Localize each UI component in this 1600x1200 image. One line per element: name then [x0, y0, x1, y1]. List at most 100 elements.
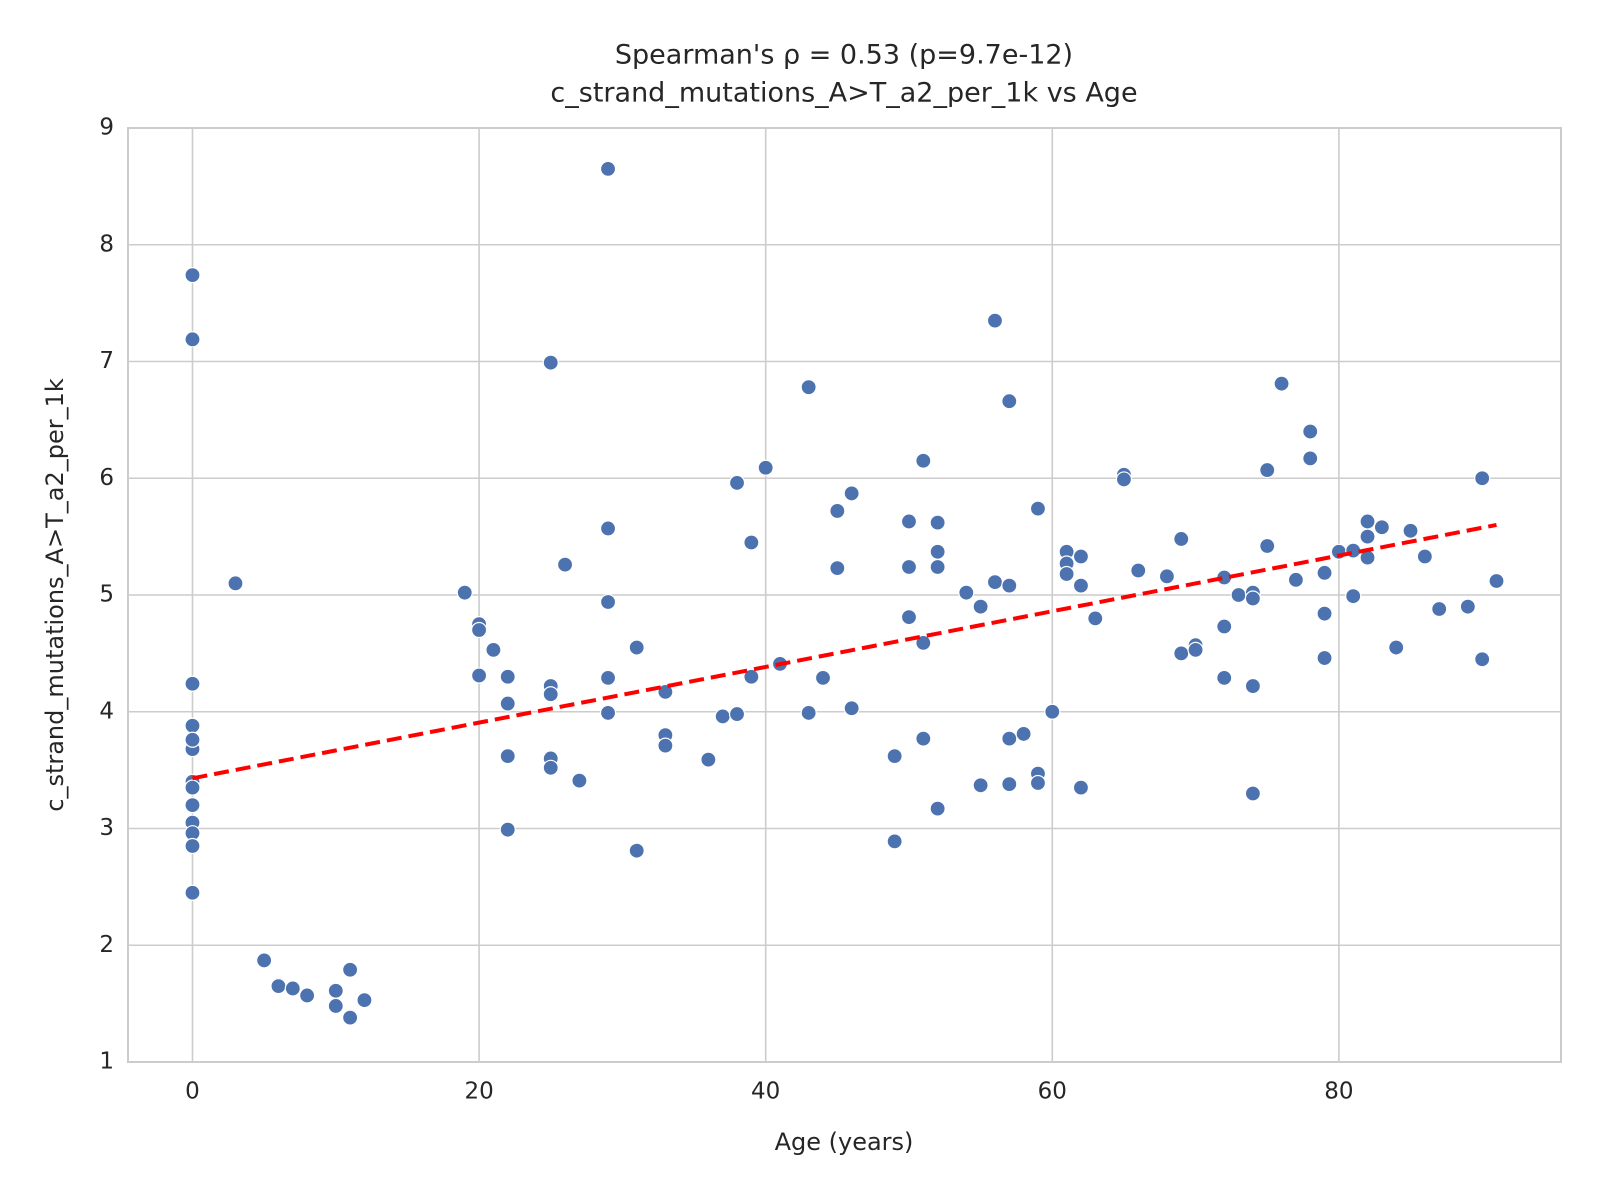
point — [1416, 548, 1433, 565]
point — [929, 800, 946, 817]
point — [1373, 519, 1390, 536]
point — [327, 982, 344, 999]
point — [728, 705, 746, 723]
point — [599, 669, 617, 686]
plot-frame — [127, 127, 1562, 1063]
point — [542, 354, 559, 371]
point — [1072, 548, 1090, 565]
point — [485, 641, 502, 658]
point — [1474, 651, 1491, 668]
point — [1431, 600, 1448, 618]
point — [1359, 513, 1376, 530]
point — [356, 992, 373, 1009]
point — [1259, 537, 1276, 555]
point — [1488, 572, 1505, 590]
point — [1216, 618, 1233, 635]
point — [843, 700, 860, 717]
point — [184, 267, 201, 284]
x-tick-label: 0 — [185, 1079, 200, 1105]
point — [915, 634, 932, 651]
point — [1244, 590, 1262, 607]
point — [227, 575, 244, 592]
point — [184, 717, 201, 734]
point — [1359, 528, 1376, 545]
point — [342, 961, 359, 978]
point — [184, 884, 201, 901]
point — [929, 543, 946, 560]
point — [342, 1009, 359, 1026]
point — [1287, 571, 1304, 588]
point — [958, 584, 975, 601]
y-axis-label: c_strand_mutations_A>T_a2_per_1k — [41, 378, 69, 812]
point — [1187, 641, 1204, 658]
point — [743, 534, 760, 551]
point — [1015, 725, 1032, 743]
point — [743, 668, 760, 685]
point — [728, 474, 746, 492]
point — [284, 980, 301, 997]
y-tick-label: 8 — [99, 231, 114, 257]
point — [1029, 500, 1047, 517]
point — [986, 574, 1004, 591]
point — [972, 777, 989, 794]
point — [1058, 565, 1075, 583]
point — [1173, 645, 1190, 662]
y-tick-label: 5 — [99, 582, 114, 608]
point — [1001, 393, 1018, 410]
point — [915, 730, 932, 747]
chart-title: c_strand_mutations_A>T_a2_per_1k vs Age — [550, 78, 1137, 109]
point — [184, 797, 201, 814]
point — [1130, 562, 1147, 579]
point — [184, 779, 201, 796]
point — [1345, 588, 1362, 605]
point — [628, 842, 645, 859]
point — [915, 452, 932, 469]
point — [986, 312, 1004, 329]
point — [1388, 639, 1405, 656]
point — [900, 513, 918, 530]
point — [1273, 375, 1290, 392]
point — [184, 675, 201, 692]
point — [1345, 542, 1362, 559]
point — [657, 737, 674, 754]
x-tick-label: 80 — [1324, 1079, 1353, 1105]
point — [700, 751, 717, 768]
point — [900, 558, 918, 576]
point — [499, 668, 516, 685]
point — [1302, 423, 1319, 440]
point — [1158, 568, 1176, 585]
point — [599, 520, 617, 537]
point — [1072, 577, 1090, 594]
point — [470, 621, 488, 639]
point — [599, 704, 617, 722]
point — [900, 609, 918, 626]
point — [1001, 776, 1018, 793]
y-tick-label: 6 — [99, 465, 114, 491]
point — [814, 669, 832, 686]
point — [929, 514, 946, 531]
chart-title: Spearman's ρ = 0.53 (p=9.7e-12) — [615, 40, 1073, 71]
point — [1115, 471, 1133, 488]
x-tick-label: 40 — [751, 1079, 780, 1105]
point — [456, 584, 473, 601]
point — [1316, 605, 1333, 622]
x-tick-label: 60 — [1038, 1079, 1067, 1105]
point — [1072, 779, 1090, 796]
y-tick-label: 9 — [99, 115, 114, 141]
point — [542, 686, 559, 703]
point — [1316, 649, 1333, 667]
point — [1474, 470, 1491, 487]
point — [499, 695, 516, 712]
point — [599, 593, 617, 611]
x-axis-label: Age (years) — [775, 1128, 914, 1156]
point — [843, 485, 860, 502]
point — [571, 772, 588, 789]
point — [256, 952, 273, 969]
point — [886, 833, 903, 850]
point — [327, 997, 344, 1015]
point — [829, 502, 846, 520]
point — [470, 667, 488, 684]
point — [270, 978, 287, 995]
point — [299, 987, 316, 1004]
